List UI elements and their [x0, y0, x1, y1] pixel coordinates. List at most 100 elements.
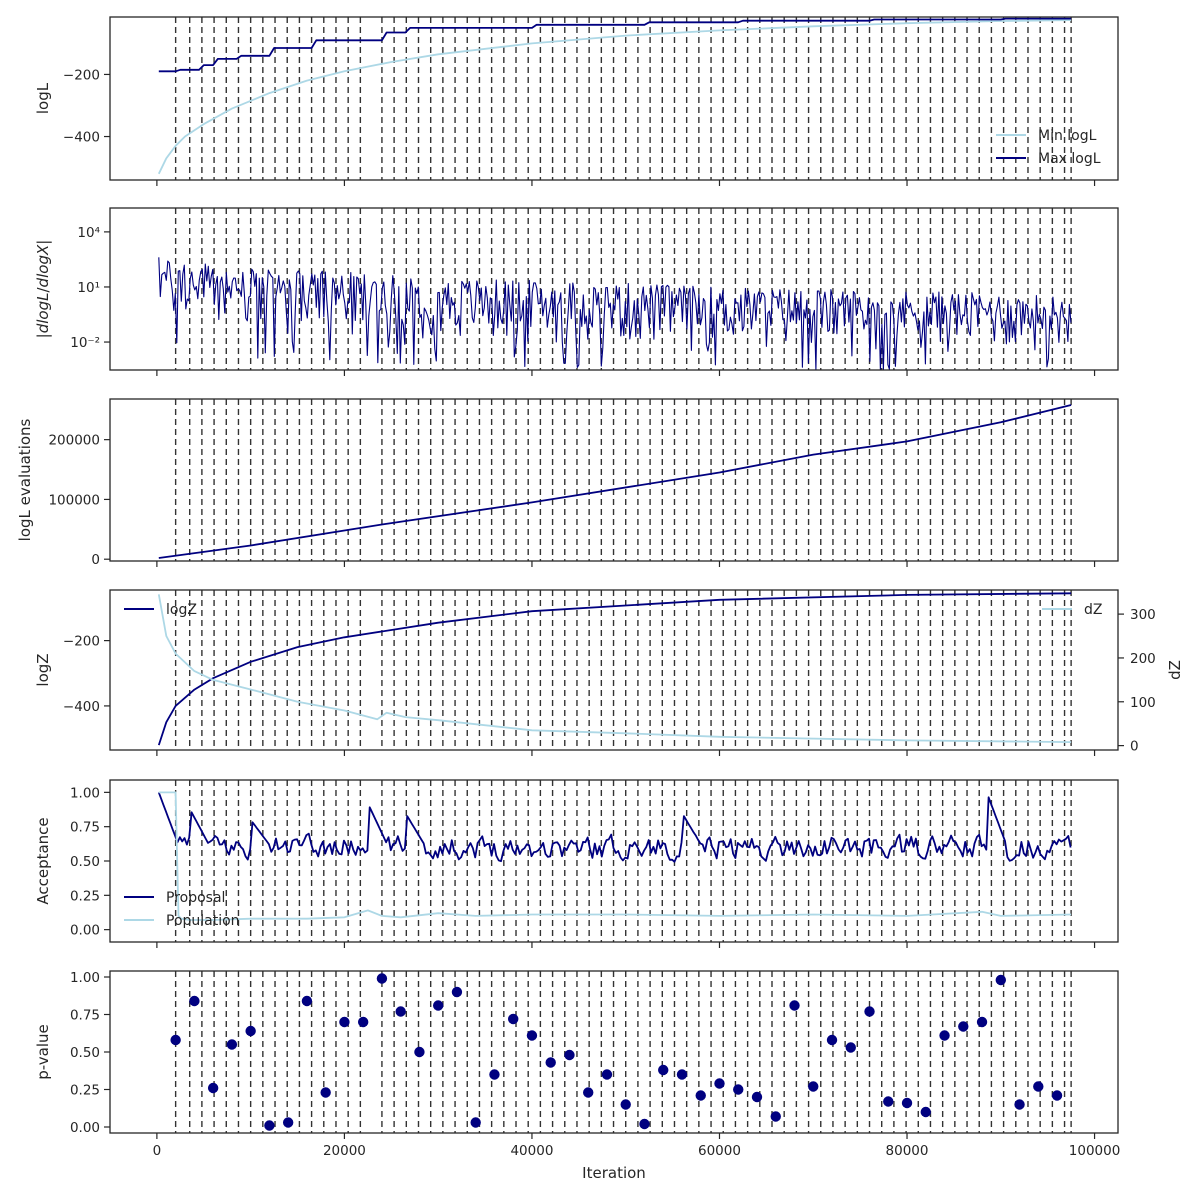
legend-label: Min logL: [1038, 128, 1097, 144]
data-point: [226, 1039, 238, 1050]
series-population: [158, 791, 1072, 921]
panel-logz: −400 −200 0 100 200 300 dZ logZ logZ dZ: [34, 589, 1184, 756]
legend-label: dZ: [1084, 602, 1102, 618]
y-axis-title: logL evaluations: [16, 418, 34, 541]
data-point: [357, 1016, 369, 1028]
data-point: [808, 1081, 819, 1092]
data-point: [1033, 1081, 1044, 1092]
y-tick-label: 1.00: [70, 785, 100, 801]
y-tick-label: 1.00: [70, 970, 100, 986]
data-point: [395, 1006, 406, 1017]
data-point: [489, 1069, 500, 1080]
data-point: [207, 1082, 219, 1094]
legend-label: Population: [166, 913, 240, 929]
x-tick-label: 60000: [698, 1143, 741, 1159]
legend-label: logZ: [166, 602, 197, 618]
series-min-logl: [157, 19, 1072, 175]
dashed-lines-evaluations: [174, 399, 1072, 561]
data-point: [695, 1090, 706, 1101]
x-axis-title: Iteration: [582, 1164, 646, 1182]
data-point: [845, 1042, 856, 1053]
series-dlogl-0: [158, 257, 1072, 370]
y-tick-label: 0.75: [70, 820, 100, 836]
panel-dlogl: 10⁻² 10¹ 10⁴ |dlogL/dlogX|: [34, 207, 1119, 376]
legend: logZ: [124, 602, 197, 618]
y-tick-label: 0.25: [70, 1083, 100, 1099]
y-axis-title: |dlogL/dlogX|: [34, 240, 52, 339]
data-point: [320, 1087, 331, 1098]
data-point: [282, 1117, 294, 1128]
data-point: [995, 974, 1006, 986]
data-point: [901, 1097, 913, 1109]
data-point: [526, 1030, 538, 1041]
data-point: [170, 1034, 181, 1046]
series-logz: [157, 592, 1072, 746]
data-point: [826, 1034, 838, 1046]
data-point: [414, 1046, 425, 1058]
data-point: [451, 986, 463, 998]
series-group-logz: [157, 592, 1072, 746]
data-point: [601, 1069, 613, 1080]
y-axis-title: Acceptance: [34, 817, 52, 904]
y-axis-title-right: dZ: [1166, 660, 1184, 680]
legend-label: Proposal: [166, 890, 225, 906]
dashed-lines-dlogl: [174, 208, 1072, 370]
y-tick-label: −400: [63, 699, 100, 715]
y-tick-label: 10⁴: [77, 225, 100, 241]
y-tick-label: 0.50: [70, 1045, 100, 1061]
data-point: [264, 1120, 275, 1131]
data-point: [1014, 1099, 1025, 1110]
data-point: [583, 1087, 594, 1098]
y-tick-label-right: 100: [1130, 695, 1156, 711]
y-tick-label-right: 0: [1130, 739, 1139, 755]
y-tick-label: 10⁻²: [70, 335, 100, 351]
data-point: [976, 1016, 988, 1028]
axes-frame: [109, 589, 1119, 751]
data-point: [770, 1111, 781, 1122]
data-point: [470, 1117, 481, 1128]
y-tick-label: 0.75: [70, 1008, 100, 1024]
y-tick-label: 0.00: [70, 1120, 100, 1136]
y-tick-label: 0.25: [70, 888, 100, 904]
legend-label: Max logL: [1038, 151, 1101, 167]
y-axis-title: logZ: [34, 653, 52, 686]
data-point: [245, 1025, 256, 1037]
data-point: [639, 1118, 650, 1130]
y-tick-label: −400: [63, 130, 100, 146]
panel-pvalue: 0.00 0.25 0.50 0.75 1.00 0 20000 40000 60000 8000…: [34, 970, 1120, 1182]
data-point: [432, 1000, 444, 1011]
y-axis-title: logL: [34, 82, 52, 114]
y-axis-title: p-value: [34, 1024, 52, 1080]
data-point: [920, 1106, 931, 1118]
data-point: [883, 1096, 894, 1107]
data-point: [301, 995, 313, 1007]
data-point: [789, 1000, 800, 1011]
legend: Proposal Population: [124, 890, 240, 929]
data-point: [658, 1064, 669, 1076]
series-evaluations-0: [158, 404, 1072, 559]
y-tick-label: 10¹: [77, 280, 100, 296]
data-point: [376, 973, 388, 984]
data-point: [339, 1016, 350, 1028]
data-point: [714, 1078, 725, 1089]
axes-frame: [109, 398, 1119, 562]
x-tick-label: 80000: [886, 1143, 929, 1159]
data-point: [751, 1091, 763, 1103]
axes-frame: [109, 16, 1119, 181]
y-tick-label: 0.00: [70, 923, 100, 939]
series-group-logl: [157, 17, 1072, 175]
series-dz: [157, 594, 1072, 743]
y-tick-label: 0.50: [70, 854, 100, 870]
y-tick-label-right: 300: [1130, 607, 1156, 623]
x-tick-label: 0: [153, 1143, 162, 1159]
dashed-lines-logz: [174, 590, 1072, 750]
dashed-lines-pvalue: [174, 971, 1072, 1133]
data-point: [564, 1049, 575, 1061]
data-point: [733, 1084, 744, 1095]
data-point: [676, 1069, 688, 1080]
y-tick-label: 0: [91, 552, 100, 568]
legend: Min logL Max logL: [996, 128, 1101, 167]
x-tick-label: 40000: [510, 1143, 553, 1159]
series-group-pvalue: [170, 973, 1063, 1131]
